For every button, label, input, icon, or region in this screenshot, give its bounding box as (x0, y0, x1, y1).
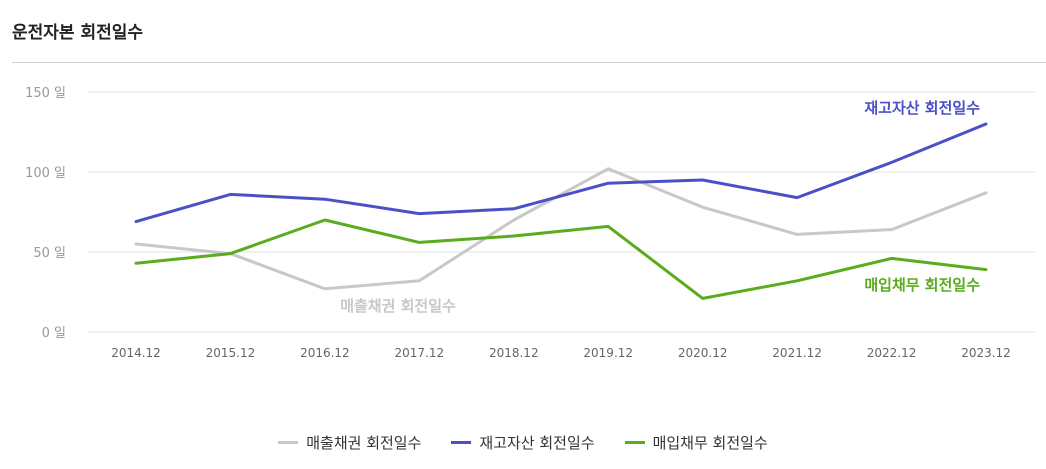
title-divider (12, 62, 1046, 63)
x-tick-label: 2016.12 (300, 346, 350, 360)
legend-item-payables[interactable]: 매입채무 회전일수 (624, 432, 768, 453)
x-tick-label: 2018.12 (489, 346, 539, 360)
x-tick-label: 2014.12 (111, 346, 161, 360)
series-line-payables[interactable] (134, 218, 988, 300)
legend-item-inventory[interactable]: 재고자산 회전일수 (451, 432, 595, 453)
x-tick-label: 2022.12 (867, 346, 917, 360)
x-axis-ticks: 2014.12 2015.12 2016.12 2017.12 2018.12 2019.… (111, 346, 1011, 360)
x-tick-label: 2021.12 (772, 346, 822, 360)
y-axis-ticks: 0 일 50 일 100 일 150 일 (25, 86, 66, 341)
legend-label: 매출채권 회전일수 (306, 434, 422, 452)
series-lines (134, 122, 988, 300)
legend-label: 매입채무 회전일수 (652, 434, 768, 452)
series-label-inventory: 재고자산 회전일수 (864, 99, 980, 117)
legend-swatch (624, 441, 645, 444)
y-tick-label: 100 일 (25, 166, 66, 181)
chart-title: 운전자본 회전일수 (12, 23, 144, 43)
grid-lines (88, 91, 1036, 333)
series-label-receivables: 매출채권 회전일수 (340, 297, 456, 315)
legend-swatch (451, 441, 472, 444)
y-tick-label: 0 일 (42, 326, 66, 341)
x-tick-label: 2020.12 (678, 346, 728, 360)
x-tick-label: 2017.12 (395, 346, 445, 360)
legend-label: 재고자산 회전일수 (479, 434, 595, 452)
y-tick-label: 50 일 (33, 246, 66, 261)
series-line-receivables[interactable] (134, 167, 988, 291)
series-line-inventory[interactable] (134, 122, 988, 224)
legend: 매출채권 회전일수 재고자산 회전일수 매입채무 회전일수 (0, 432, 1046, 453)
x-tick-label: 2019.12 (583, 346, 633, 360)
y-tick-label: 150 일 (25, 86, 66, 101)
x-tick-label: 2015.12 (206, 346, 256, 360)
series-label-payables: 매입채무 회전일수 (864, 276, 980, 294)
x-tick-label: 2023.12 (961, 346, 1011, 360)
legend-swatch (278, 441, 299, 444)
legend-item-receivables[interactable]: 매출채권 회전일수 (278, 432, 421, 453)
